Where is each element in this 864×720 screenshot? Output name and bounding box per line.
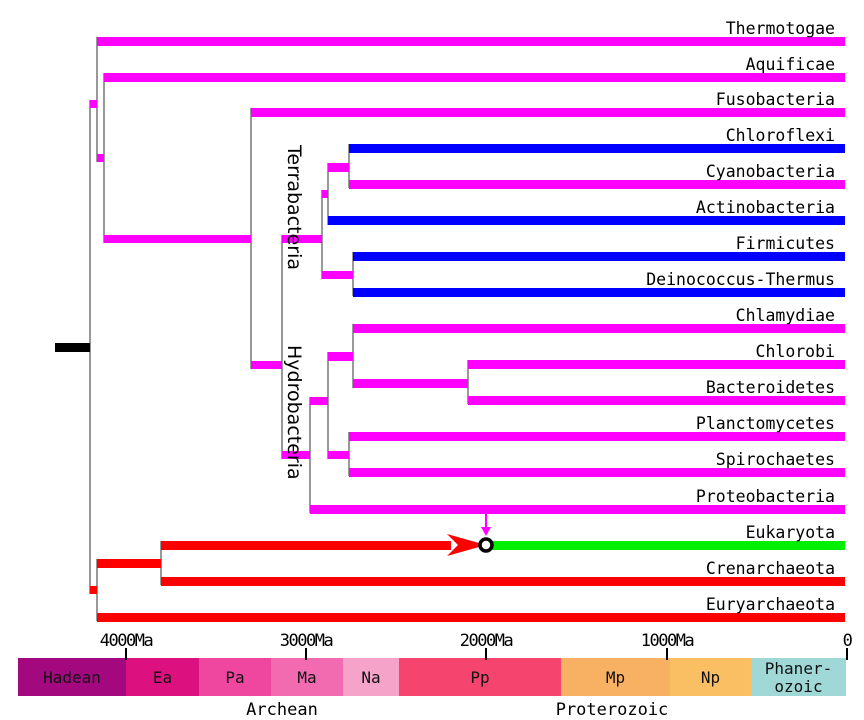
branch [97,154,104,162]
mitochondria-arrowhead [481,527,491,536]
tick-label: 0 [843,631,853,651]
timescale-segment [271,658,343,696]
taxon-label: Aquificae [746,55,835,74]
timescale-segment [561,658,670,696]
taxon-label: Firmicutes [736,234,835,253]
timescale-segment-label: Hadean [43,668,101,687]
clade-label-terrabacteria: Terrabacteria [283,144,305,270]
leaf-branch [349,180,845,189]
timescale-segment-label: ozoic [774,677,822,696]
leaf-branch [349,468,845,477]
leaf-branches [97,37,845,622]
leaf-branch [468,396,845,405]
taxon-label: Planctomycetes [696,414,835,433]
leaf-branch [310,505,845,514]
branch [90,586,97,594]
terrabacteria-branch [282,235,322,243]
leaf-branch [353,288,845,297]
branch [353,379,468,388]
taxon-label: Chlamydiae [736,306,835,325]
eukaryogenesis [447,513,494,556]
branch [90,100,97,108]
taxon-label: Thermotogae [726,19,835,38]
taxon-label: Crenarchaeota [706,559,835,578]
timescale-segment-label: Np [701,668,720,687]
eon-label-archean: Archean [246,700,318,720]
timescale-segment [343,658,399,696]
taxon-label: Bacteroidetes [706,378,835,397]
leaf-branch [353,252,845,261]
timescale-segment [751,658,846,696]
taxon-label: Deinococcus-Thermus [646,270,835,289]
timescale-segment-label: Pp [470,668,489,687]
tick-marks [125,648,848,660]
timescale-segment-label: Ma [297,668,316,687]
taxon-label: Chlorobi [756,342,835,361]
timescale-segment [670,658,751,696]
leaf-branch [97,37,845,46]
leaf-branch [328,216,845,225]
branch [322,190,328,198]
tick-label: 1000Ma [641,631,694,651]
internal-branches [55,100,468,594]
timescale-segment-label: Pa [225,668,244,687]
branch [97,559,161,568]
leaf-branch [161,577,845,586]
tick-label: 4000Ma [100,631,153,651]
branch [322,271,353,279]
branch [251,361,282,369]
tick-label: 2000Ma [460,631,513,651]
taxon-labels: Thermotogae Aquificae Fusobacteria Chlorofl… [646,19,835,614]
eon-label-proterozoic: Proterozoic [556,700,669,720]
branch [328,451,349,459]
leaf-branch [468,360,845,369]
timescale-segment-label: Ea [153,668,172,687]
taxon-label: Spirochaetes [716,450,835,469]
hydrobacteria-branch [282,451,310,459]
taxon-label: Chloroflexi [726,126,835,145]
root-stub [55,343,90,352]
leaf-branch [349,432,845,441]
taxon-label: Euryarchaeota [706,595,835,614]
branch [310,397,328,405]
timescale-segment [399,658,561,696]
taxon-label: Proteobacteria [696,487,835,506]
taxon-label: Cyanobacteria [706,162,835,181]
timescale-segment-label: Na [361,668,380,687]
timescale-segment-label: Phaner- [765,659,832,678]
taxon-label: Fusobacteria [716,90,835,109]
tick-label: 3000Ma [280,631,333,651]
time-axis: 4000Ma 3000Ma 2000Ma 1000Ma 0 [100,631,854,651]
timescale-segment [199,658,271,696]
leaf-branch [486,541,845,550]
timescale-segment [18,658,126,696]
leaf-branch [349,144,845,153]
timescale-segment [126,658,199,696]
branch [328,352,353,361]
taxon-label: Actinobacteria [696,198,835,217]
geologic-timescale: Hadean Ea Pa Ma Na Pp Mp Np Phaner-ozoic [18,658,846,696]
taxon-label: Eukaryota [746,523,835,542]
clade-label-hydrobacteria: Hydrobacteria [283,345,305,480]
red-arrowhead [447,534,486,556]
branch [328,163,349,172]
leaf-branch [97,613,845,622]
leaf-branch [353,324,845,333]
eukaryote-origin-node [478,537,494,553]
leaf-branch [251,108,845,117]
timescale-segment-label: Mp [606,668,625,687]
branch [104,235,251,243]
leaf-branch [104,73,845,82]
archaeal-lineage-branch [161,541,451,550]
